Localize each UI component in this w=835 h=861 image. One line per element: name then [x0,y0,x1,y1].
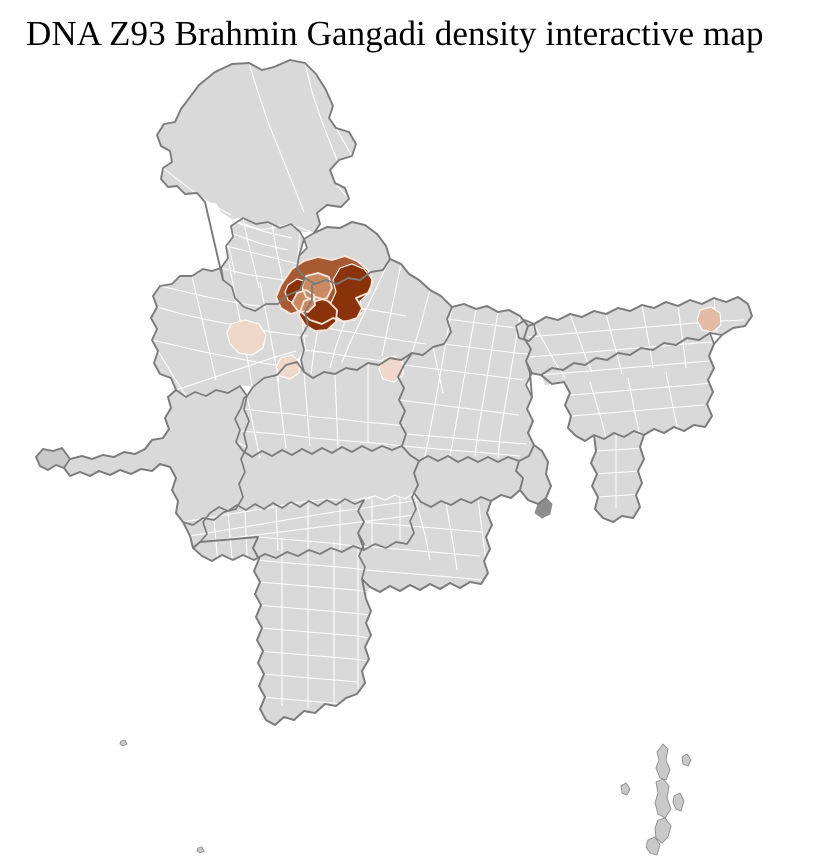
district-region-odisha[interactable] [413,455,524,508]
district-region-gujarat[interactable] [63,385,250,526]
island-southern-islet[interactable] [196,846,205,854]
island-north-andaman[interactable] [655,743,671,781]
district-boundary-texture [151,62,745,708]
highlight-district-scatter-northeast[interactable] [696,306,722,333]
district-layer-base[interactable] [35,59,753,861]
page-title: DNA Z93 Brahmin Gangadi density interact… [26,14,764,53]
highlight-outline-cluster [275,255,374,325]
highlight-layer[interactable] [226,255,722,383]
island-baratang[interactable] [672,792,685,812]
island-middle-andaman[interactable] [654,778,672,819]
district-region-andhra-telangana[interactable] [357,492,493,593]
island-south-andaman[interactable] [654,817,672,844]
district-region-mizoram[interactable] [590,430,645,523]
highlight-district-scatter-central-west[interactable] [275,354,301,380]
island-landfall[interactable] [681,753,692,767]
island-group-andaman-nicobar[interactable] [620,743,692,861]
highlight-outline-core-south [298,296,338,332]
island-little-andaman[interactable] [645,836,661,856]
india-density-map[interactable] [0,52,835,861]
highlight-outline-inner-south [291,289,316,313]
highlight-district-scatter-west[interactable] [226,319,267,356]
island-west-islet[interactable] [620,782,631,796]
map-svg[interactable] [0,52,835,861]
island-lakshadweep[interactable] [119,739,128,747]
country-boundary-layer [35,59,753,726]
